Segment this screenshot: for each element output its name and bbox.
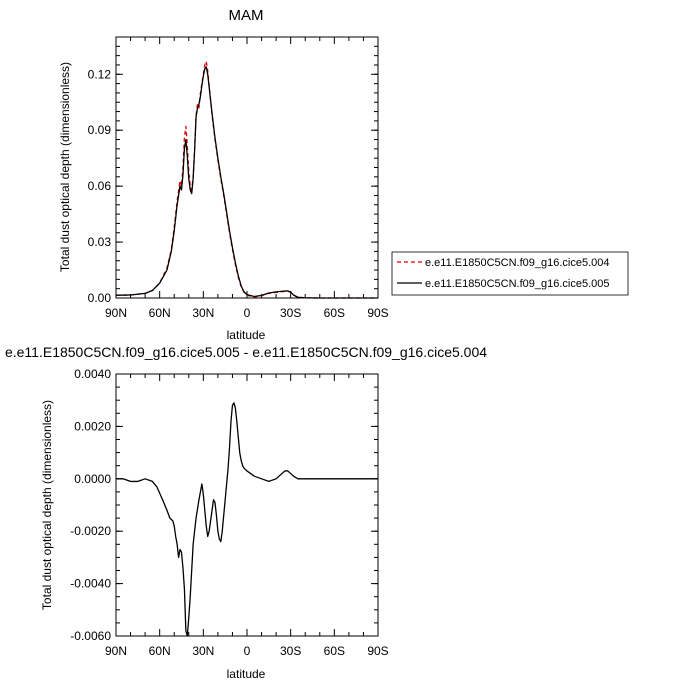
bottom-chart-xlabel: latitude (227, 667, 266, 681)
bottom-x-tick-label: 30N (192, 644, 214, 658)
bottom-x-tick-label: 30S (280, 644, 301, 658)
top-chart-title: MAM (229, 7, 264, 24)
top-y-tick-label: 0.03 (88, 235, 112, 249)
bottom-y-tick-label: 0.0020 (74, 419, 111, 433)
top-x-tick-label: 90S (367, 306, 388, 320)
legend-label-series-005: e.e11.E1850C5CN.f09_g16.cice5.005 (425, 278, 610, 290)
top-y-tick-label: 0.06 (88, 179, 112, 193)
bottom-series-line-0 (116, 402, 378, 637)
top-chart-frame (115, 36, 379, 299)
bottom-y-tick-label: -0.0060 (70, 629, 111, 643)
legend-box (391, 251, 629, 296)
top-series-line-0 (115, 60, 378, 299)
bottom-chart-frame (115, 373, 379, 637)
top-x-tick-label: 30S (280, 306, 301, 320)
top-x-tick-label: 90N (105, 306, 127, 320)
bottom-x-tick-label: 60S (324, 644, 345, 658)
top-x-tick-label: 0 (244, 306, 251, 320)
bottom-x-tick-label: 0 (244, 644, 251, 658)
top-y-tick-label: 0.00 (88, 291, 112, 305)
top-series-line-1 (115, 66, 378, 299)
bottom-y-tick-label: -0.0020 (70, 524, 111, 538)
top-x-tick-label: 60N (149, 306, 171, 320)
bottom-y-tick-label: 0.0000 (74, 472, 111, 486)
bottom-chart-title: e.e11.E1850C5CN.f09_g16.cice5.005 - e.e1… (5, 344, 487, 360)
top-chart-ylabel: Total dust optical depth (dimensionless) (58, 62, 72, 272)
top-x-tick-label: 30N (192, 306, 214, 320)
legend-label-series-004: e.e11.E1850C5CN.f09_g16.cice5.004 (425, 257, 610, 269)
bottom-x-tick-label: 60N (149, 644, 171, 658)
top-x-tick-label: 60S (324, 306, 345, 320)
bottom-y-tick-label: 0.0040 (74, 367, 111, 381)
bottom-y-tick-label: -0.0040 (70, 577, 111, 591)
bottom-chart-ylabel: Total dust optical depth (dimensionless) (40, 400, 54, 610)
bottom-chart-panel: e.e11.E1850C5CN.f09_g16.cice5.005 - e.e1… (5, 344, 487, 681)
bottom-x-tick-label: 90S (367, 644, 388, 658)
bottom-x-tick-label: 90N (105, 644, 127, 658)
top-y-tick-label: 0.12 (88, 67, 112, 81)
top-chart-legend: e.e11.E1850C5CN.f09_g16.cice5.004 e.e11.… (391, 251, 629, 296)
top-chart-panel: MAM 90N 60N 30N 0 30S 60S 90S 0.00 0.03 0.06 0.09 0… (58, 7, 389, 342)
top-chart-xlabel: latitude (227, 328, 266, 342)
top-y-tick-label: 0.09 (88, 123, 112, 137)
